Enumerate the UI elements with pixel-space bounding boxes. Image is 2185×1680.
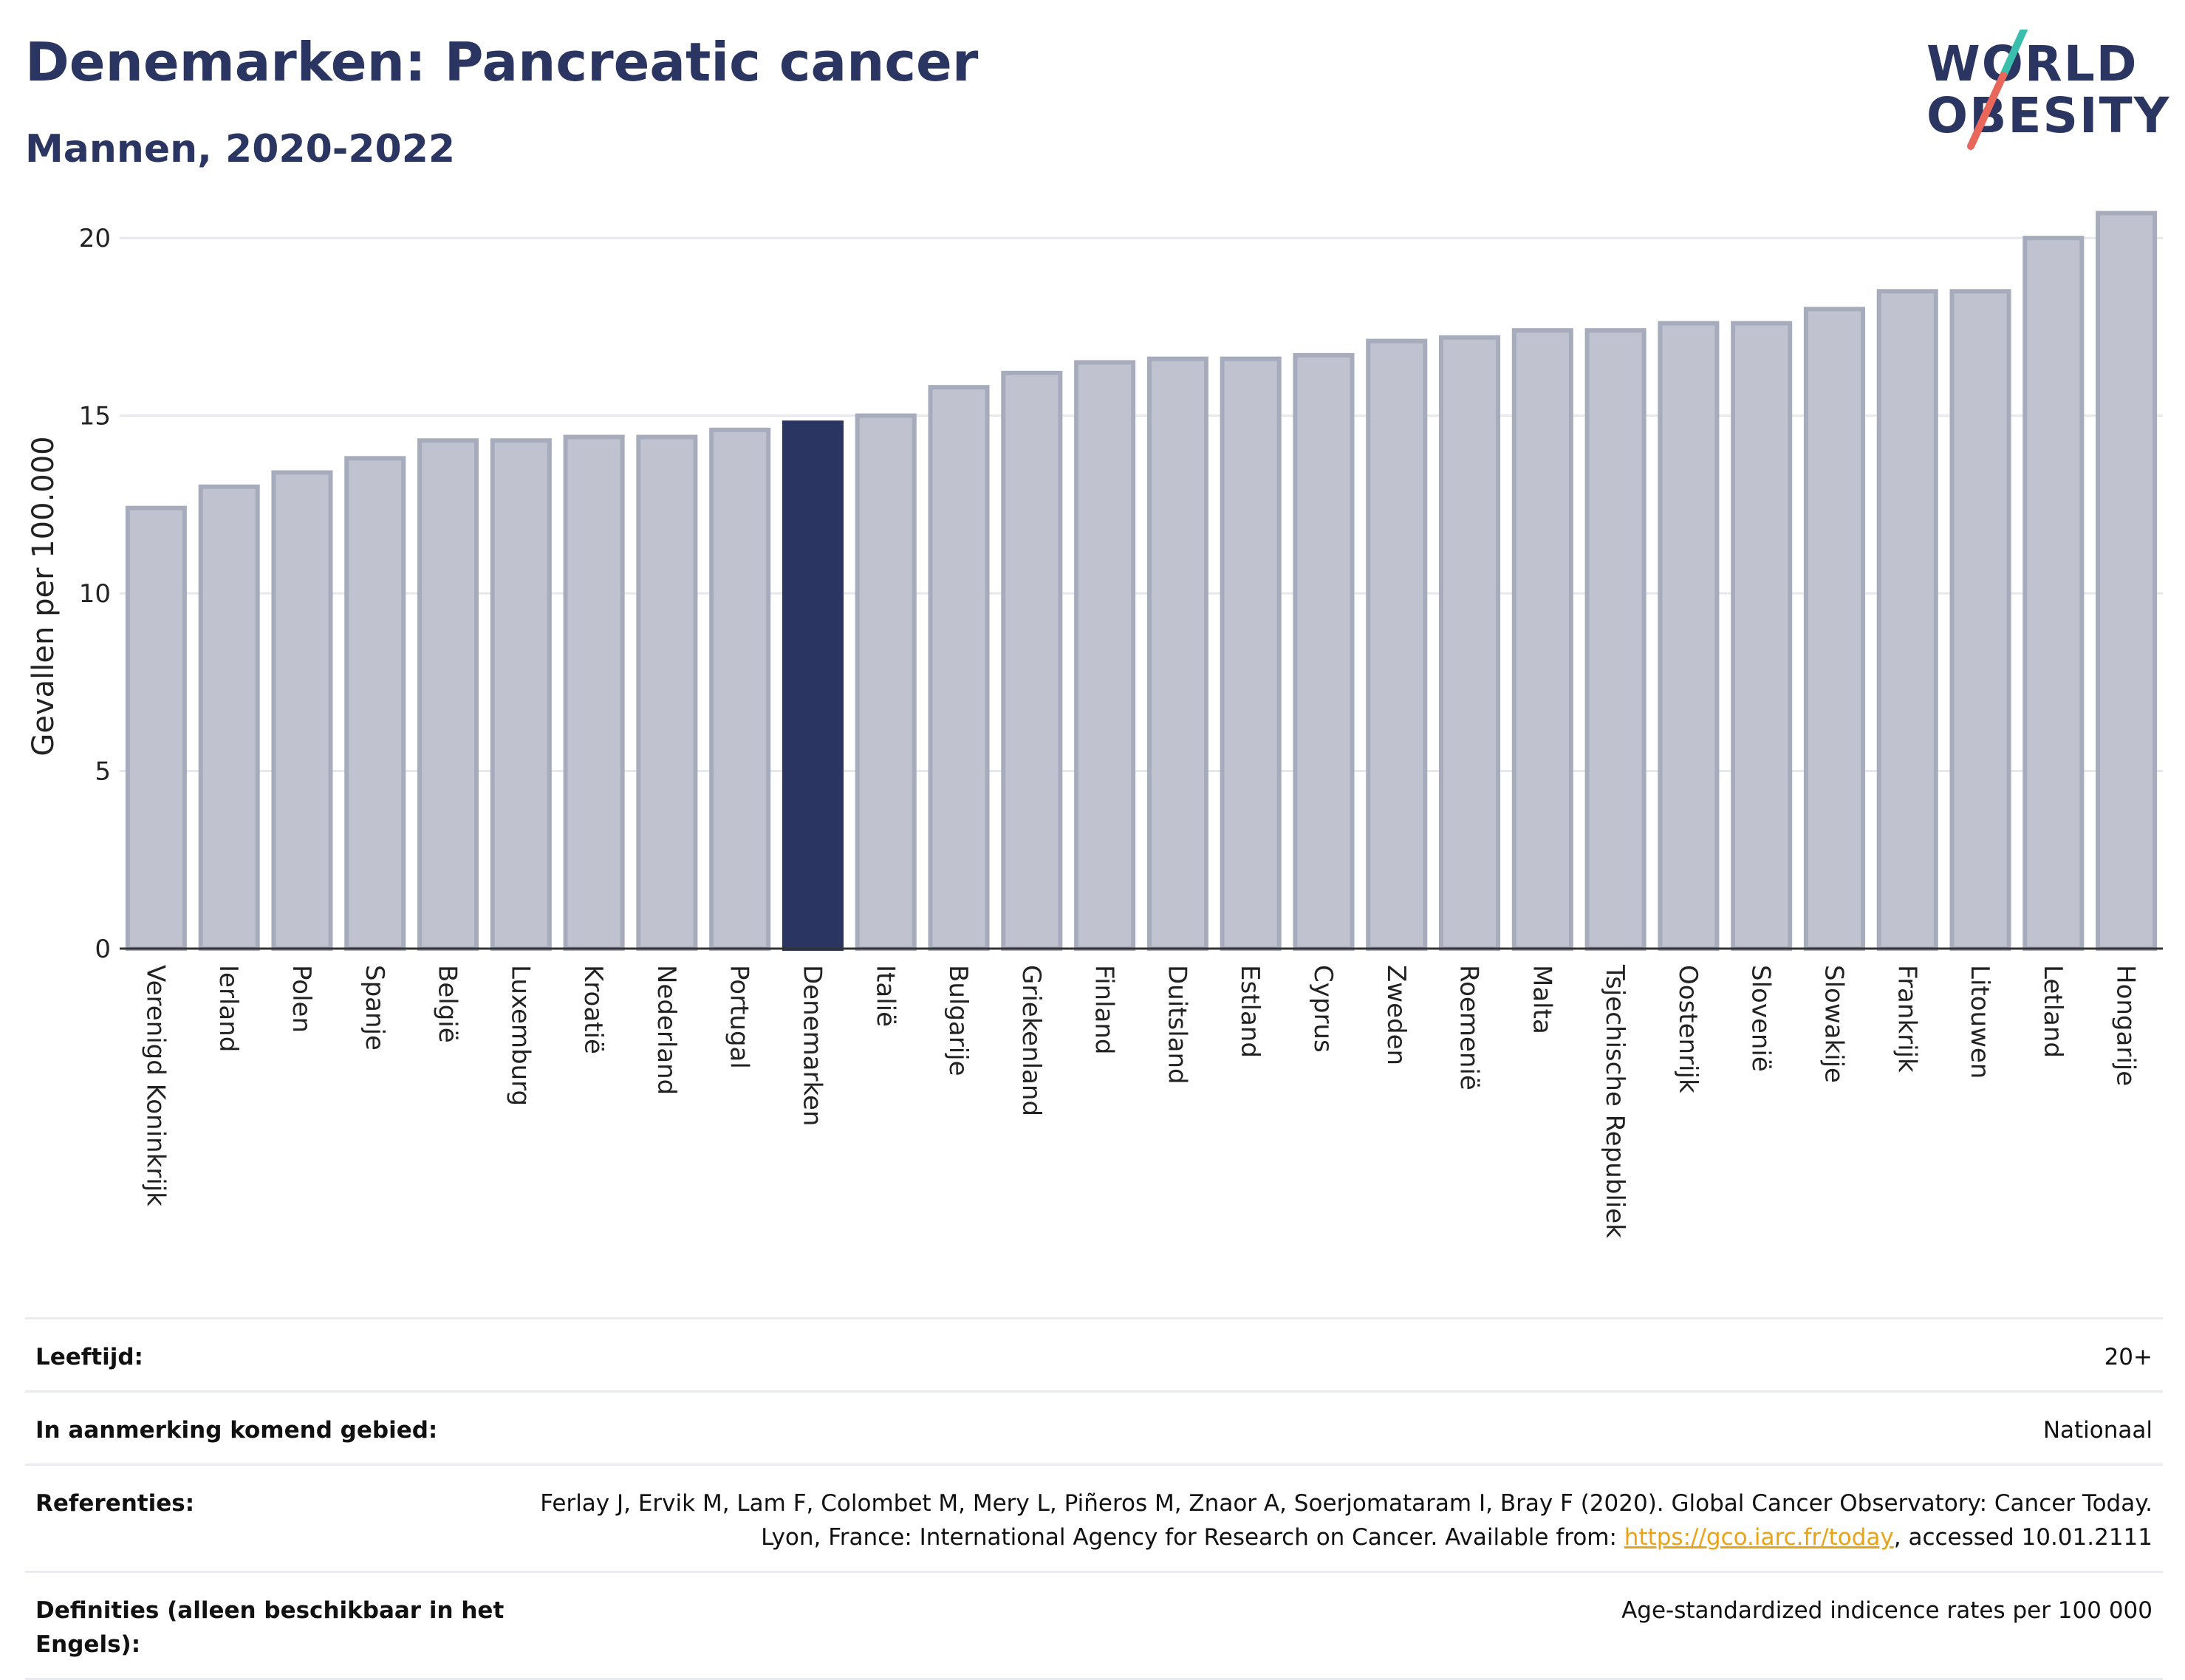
bar bbox=[855, 413, 917, 951]
y-tick-label: 10 bbox=[79, 579, 111, 609]
references-text: Ferlay J, Ervik M, Lam F, Colombet M, Me… bbox=[540, 1490, 2152, 1551]
y-tick-label: 5 bbox=[95, 757, 111, 787]
age-label: Leeftijd: bbox=[35, 1344, 143, 1370]
definitions-label: Definities (alleen beschikbaar in het En… bbox=[35, 1597, 505, 1658]
x-tick-label: Griekenland bbox=[1016, 965, 1046, 1116]
bar bbox=[1584, 328, 1647, 951]
x-tick-label: Tsjechische Republiek bbox=[1600, 964, 1630, 1238]
x-tick-label: Verenigd Koninkrijk bbox=[140, 965, 170, 1206]
x-tick-label: Nederland bbox=[652, 965, 681, 1095]
x-tick-label: Luxemburg bbox=[505, 965, 535, 1106]
x-tick-label: Finland bbox=[1090, 965, 1119, 1055]
bar bbox=[1511, 328, 1573, 951]
bar bbox=[1949, 289, 2011, 952]
bar bbox=[1146, 356, 1208, 951]
y-tick-label: 20 bbox=[79, 224, 111, 253]
world-obesity-logo: WORLD OBESITY bbox=[1921, 30, 2172, 163]
chart-subtitle: Mannen, 2020-2022 bbox=[25, 127, 456, 171]
bar bbox=[2096, 211, 2158, 951]
logo-slash-icon bbox=[1967, 30, 2028, 150]
x-tick-label: Polen bbox=[287, 965, 316, 1033]
chart-title: Denemarken: Pancreatic cancer bbox=[25, 31, 979, 93]
x-tick-label: Letland bbox=[2038, 965, 2068, 1058]
info-row-area: In aanmerking komend gebied: Nationaal bbox=[25, 1390, 2163, 1464]
x-tick-label: Cyprus bbox=[1308, 965, 1338, 1053]
x-tick-label: Roemenië bbox=[1454, 965, 1484, 1090]
bar bbox=[1220, 356, 1282, 951]
x-tick-label: Italië bbox=[870, 965, 900, 1027]
x-tick-label: Spanje bbox=[360, 965, 389, 1051]
x-tick-label: Estland bbox=[1235, 965, 1265, 1058]
area-label: In aanmerking komend gebied: bbox=[35, 1417, 438, 1444]
x-tick-label: Slowakije bbox=[1819, 965, 1848, 1083]
bar bbox=[928, 385, 990, 951]
bar bbox=[1366, 338, 1428, 951]
bar bbox=[1293, 352, 1355, 952]
x-tick-label: Denemarken bbox=[797, 965, 827, 1126]
bar bbox=[1439, 335, 1501, 952]
bar bbox=[125, 505, 187, 952]
x-tick-label: Oostenrijk bbox=[1673, 965, 1703, 1093]
info-row-age: Leeftijd: 20+ bbox=[25, 1317, 2163, 1390]
x-tick-label: Slovenië bbox=[1746, 965, 1776, 1072]
bar bbox=[709, 427, 771, 951]
references-label: Referenties: bbox=[35, 1490, 195, 1517]
info-table: Leeftijd: 20+ In aanmerking komend gebie… bbox=[25, 1317, 2163, 1680]
x-tick-label: Frankrijk bbox=[1892, 965, 1921, 1073]
bar-chart: 0 5 10 15 20 Verenigd Koninkrijk Ierland Polen… bbox=[27, 211, 2163, 1238]
info-row-references: Referenties: Ferlay J, Ervik M, Lam F, C… bbox=[25, 1464, 2163, 1571]
x-tick-label: Malta bbox=[1527, 965, 1556, 1034]
x-tick-label: Zweden bbox=[1381, 965, 1411, 1065]
bar bbox=[1876, 289, 1938, 952]
y-tick-label: 0 bbox=[95, 935, 111, 964]
x-tick-label: Hongarije bbox=[2111, 965, 2141, 1086]
definitions-value: Age-standardized indicence rates per 100… bbox=[1621, 1597, 2152, 1624]
x-tick-label: Kroatië bbox=[578, 965, 608, 1054]
x-tick-label: Litouwen bbox=[1965, 965, 1994, 1079]
logo-text-obesity: OBESITY bbox=[1926, 87, 2171, 144]
bar bbox=[271, 470, 333, 952]
x-axis-labels: Verenigd Koninkrijk Ierland Polen Spanje Bel… bbox=[140, 964, 2140, 1238]
bar bbox=[1803, 307, 1865, 952]
bar bbox=[1074, 360, 1136, 952]
info-row-definitions: Definities (alleen beschikbaar in het En… bbox=[25, 1571, 2163, 1680]
references-link[interactable]: https://gco.iarc.fr/today bbox=[1624, 1524, 1894, 1551]
x-tick-label: Ierland bbox=[213, 965, 243, 1052]
references-accessed: , accessed 10.01.2111 bbox=[1893, 1524, 2152, 1551]
y-axis-ticks: 0 5 10 15 20 bbox=[79, 224, 111, 964]
bars bbox=[125, 211, 2158, 952]
logo-text-world: WORLD bbox=[1926, 35, 2138, 92]
x-tick-label: Portugal bbox=[725, 965, 754, 1069]
y-tick-label: 15 bbox=[79, 402, 111, 431]
bar bbox=[490, 438, 552, 951]
bar bbox=[1731, 321, 1793, 951]
bar bbox=[2022, 236, 2085, 952]
x-tick-label: België bbox=[433, 965, 462, 1043]
x-tick-label: Bulgarije bbox=[943, 965, 973, 1076]
area-value: Nationaal bbox=[2042, 1417, 2152, 1444]
bar bbox=[563, 434, 625, 952]
bar-highlighted bbox=[782, 420, 844, 951]
bar bbox=[1001, 370, 1063, 952]
references-value: Ferlay J, Ervik M, Lam F, Colombet M, Me… bbox=[508, 1486, 2152, 1554]
bar bbox=[344, 456, 406, 951]
y-axis-label: Gevallen per 100.000 bbox=[27, 436, 61, 756]
bar bbox=[1658, 321, 1720, 951]
bar bbox=[636, 434, 698, 952]
bar bbox=[198, 484, 260, 951]
x-tick-label: Duitsland bbox=[1162, 965, 1191, 1085]
bar bbox=[417, 438, 479, 951]
age-value: 20+ bbox=[2104, 1344, 2152, 1370]
